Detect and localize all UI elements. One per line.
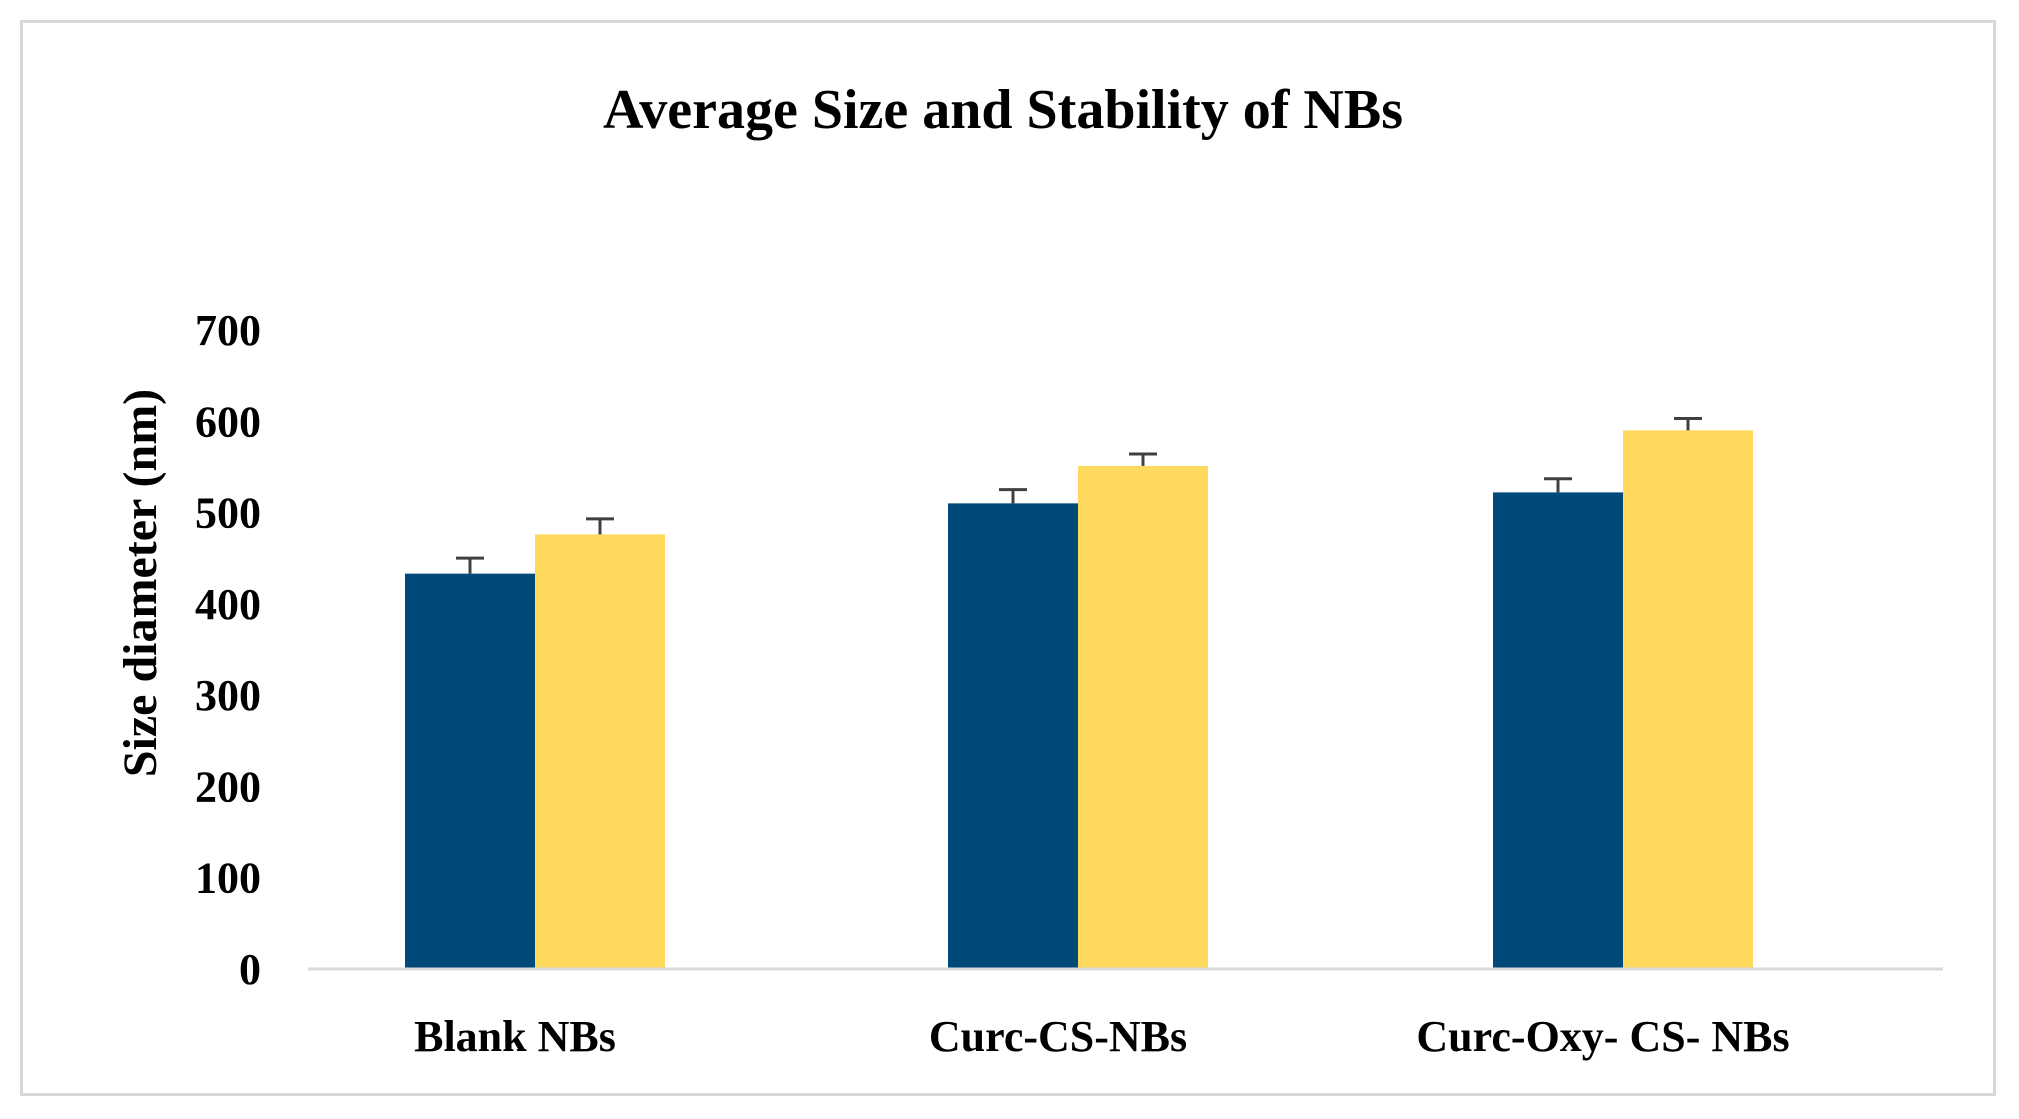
bar-chart: Average Size and Stability of NBs Size d… bbox=[114, 79, 1943, 1061]
y-tick-label: 0 bbox=[239, 945, 261, 994]
bar-series-1 bbox=[948, 503, 1078, 968]
chart-frame: Average Size and Stability of NBs Size d… bbox=[20, 20, 1996, 1096]
bar-series-2 bbox=[535, 534, 665, 968]
y-tick-label: 500 bbox=[195, 489, 261, 538]
y-tick-label: 700 bbox=[195, 306, 261, 355]
y-tick-label: 200 bbox=[195, 762, 261, 811]
chart-title: Average Size and Stability of NBs bbox=[603, 79, 1403, 141]
bar-series-1 bbox=[405, 573, 535, 968]
bar-series-2 bbox=[1078, 465, 1208, 968]
x-tick-label: Curc-CS-NBs bbox=[929, 1012, 1187, 1061]
y-axis-label: Size diameter (nm) bbox=[114, 389, 167, 777]
y-tick-label: 100 bbox=[195, 854, 261, 903]
y-tick-label: 300 bbox=[195, 671, 261, 720]
y-tick-label: 400 bbox=[195, 580, 261, 629]
bar-series-2 bbox=[1623, 430, 1753, 968]
bar-series-1 bbox=[1493, 492, 1623, 968]
plot-area: 0 100 200 300 400 500 600 700 Blank NBs Curc-CS-N… bbox=[195, 306, 1943, 1061]
y-tick-label: 600 bbox=[195, 397, 261, 446]
x-tick-label: Curc-Oxy- CS- NBs bbox=[1416, 1012, 1789, 1061]
x-tick-label: Blank NBs bbox=[414, 1012, 616, 1061]
